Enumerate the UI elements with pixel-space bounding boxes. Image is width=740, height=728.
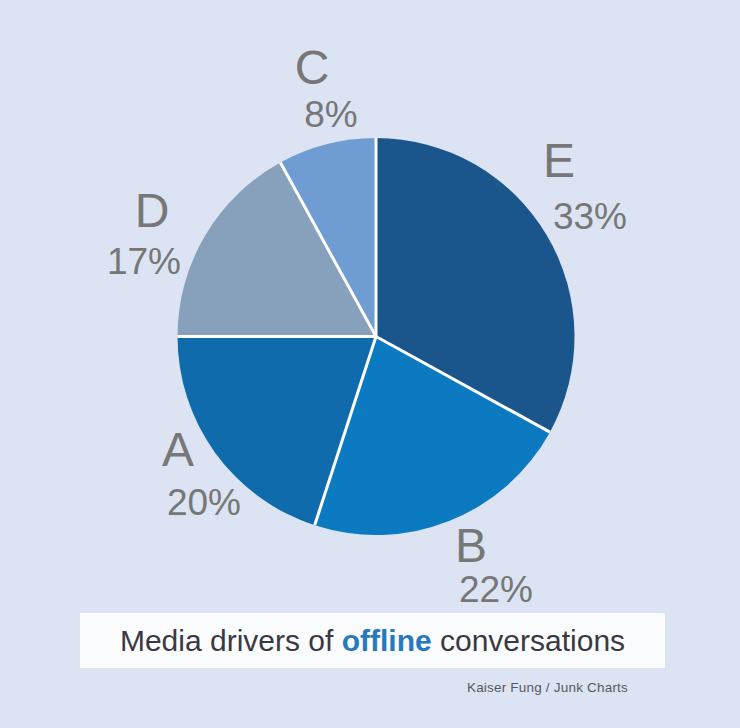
slice-pct-D: 17%	[107, 243, 181, 280]
title-highlight: offline	[342, 624, 432, 657]
slice-label-B: B	[455, 522, 487, 570]
credit-text: Kaiser Fung / Junk Charts	[467, 680, 628, 695]
chart-title: Media drivers of offline conversations	[120, 624, 625, 658]
title-prefix: Media drivers of	[120, 624, 342, 657]
title-suffix: conversations	[432, 624, 625, 657]
slide-background: { "background_color": "#dce4f3", "chart_…	[0, 0, 740, 728]
title-band: Media drivers of offline conversations	[80, 613, 665, 668]
slice-label-E: E	[543, 137, 575, 185]
slice-label-A: A	[162, 426, 194, 474]
slice-pct-E: 33%	[553, 198, 627, 235]
slice-pct-A: 20%	[167, 484, 241, 521]
slice-label-D: D	[135, 187, 170, 235]
slice-pct-B: 22%	[459, 571, 533, 608]
slice-label-C: C	[295, 44, 330, 92]
slice-pct-C: 8%	[304, 96, 357, 133]
